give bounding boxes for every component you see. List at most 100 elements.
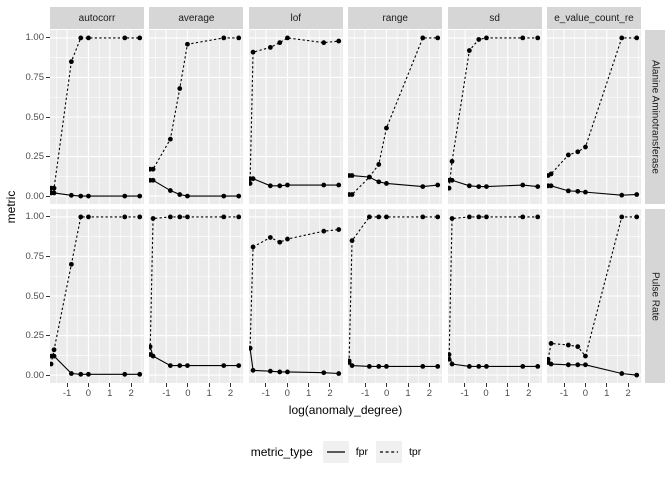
y-tick-mark: [46, 255, 50, 257]
y-tick-label: 0.75: [25, 250, 45, 262]
x-tick-mark: [286, 383, 288, 387]
point-fpr: [435, 182, 441, 188]
point-fpr: [634, 192, 640, 197]
point-fpr: [367, 363, 372, 369]
y-tick-label: 0.50: [25, 111, 45, 123]
point-tpr: [236, 35, 242, 41]
point-tpr: [51, 347, 57, 353]
point-tpr: [483, 35, 489, 41]
x-tick-mark: [230, 383, 232, 387]
point-tpr: [277, 40, 282, 46]
point-tpr: [519, 214, 525, 220]
x-tick-label: 2: [327, 388, 333, 399]
point-tpr: [420, 35, 426, 41]
point-fpr: [565, 188, 571, 194]
point-fpr: [221, 193, 227, 199]
facet-strip-lof: lof: [248, 7, 343, 29]
x-tick-label: 1: [206, 388, 212, 399]
legend-key-fpr: [322, 441, 349, 463]
point-tpr: [447, 356, 452, 362]
point-tpr: [384, 214, 390, 220]
point-fpr: [321, 182, 326, 188]
point-tpr: [267, 45, 273, 50]
point-tpr: [449, 158, 455, 164]
panel-autocorr-r1: [50, 209, 144, 383]
point-fpr: [185, 193, 191, 199]
point-fpr: [168, 188, 174, 193]
point-fpr: [483, 363, 489, 369]
x-tick-label: -1: [559, 388, 569, 399]
point-tpr: [149, 352, 153, 357]
point-tpr: [547, 356, 551, 362]
point-fpr: [51, 190, 57, 196]
point-tpr: [336, 227, 341, 232]
point-fpr: [78, 371, 84, 377]
point-tpr: [565, 342, 571, 348]
point-fpr: [475, 184, 481, 190]
point-fpr: [575, 362, 581, 368]
facet-strip-average: average: [149, 7, 244, 29]
legend-label-tpr: tpr: [409, 446, 422, 458]
point-tpr: [583, 353, 588, 359]
point-fpr: [122, 371, 128, 377]
x-tick-mark: [428, 383, 430, 387]
facet-strip-autocorr: autocorr: [50, 7, 144, 29]
point-tpr: [267, 235, 273, 240]
x-tick-mark: [407, 383, 409, 387]
point-fpr: [466, 183, 472, 189]
y-tick-mark: [46, 195, 50, 197]
point-tpr: [336, 38, 341, 44]
point-tpr: [168, 214, 174, 220]
point-fpr: [185, 363, 191, 368]
x-tick-label: -1: [460, 388, 469, 399]
y-tick-mark: [46, 295, 50, 297]
point-fpr: [336, 371, 341, 376]
point-tpr: [483, 214, 489, 220]
point-fpr: [284, 182, 290, 188]
point-fpr: [376, 363, 382, 369]
point-tpr: [277, 239, 282, 245]
x-tick-label: -1: [162, 388, 171, 399]
point-tpr: [420, 214, 426, 220]
point-fpr: [475, 363, 481, 369]
point-tpr: [248, 345, 253, 351]
point-fpr: [565, 362, 571, 368]
point-tpr: [248, 181, 253, 186]
facet-strip-alanine-aminotransferase: Alanine Aminotransferase: [645, 30, 665, 204]
point-tpr: [475, 37, 481, 42]
point-tpr: [168, 136, 174, 142]
point-fpr: [376, 179, 382, 185]
point-tpr: [250, 244, 256, 250]
point-tpr: [348, 360, 352, 365]
legend-title: metric_type: [250, 445, 313, 459]
y-tick-label: 0.00: [25, 190, 45, 202]
x-tick-mark: [208, 383, 210, 387]
point-fpr: [583, 189, 588, 195]
point-tpr: [236, 214, 242, 220]
point-tpr: [565, 152, 571, 158]
y-tick-mark: [46, 76, 50, 78]
x-tick-mark: [87, 383, 89, 387]
point-fpr: [420, 184, 426, 190]
panel-e_value_count_re-r0: [547, 30, 641, 204]
point-fpr: [267, 368, 273, 374]
point-fpr: [78, 193, 84, 199]
point-fpr: [384, 181, 390, 186]
legend-label-fpr: fpr: [355, 446, 369, 458]
point-tpr: [548, 171, 554, 177]
x-tick-mark: [364, 383, 366, 387]
point-tpr: [435, 214, 441, 220]
x-tick-mark: [485, 383, 487, 387]
x-tick-mark: [165, 383, 167, 387]
x-tick-label: 0: [582, 388, 589, 399]
point-tpr: [221, 214, 227, 220]
point-tpr: [137, 35, 143, 41]
point-tpr: [634, 214, 640, 220]
point-fpr: [534, 363, 540, 369]
facet-strip-range: range: [348, 7, 443, 29]
point-tpr: [548, 341, 554, 346]
point-tpr: [185, 214, 191, 220]
point-tpr: [151, 216, 156, 221]
x-tick-mark: [130, 383, 132, 387]
